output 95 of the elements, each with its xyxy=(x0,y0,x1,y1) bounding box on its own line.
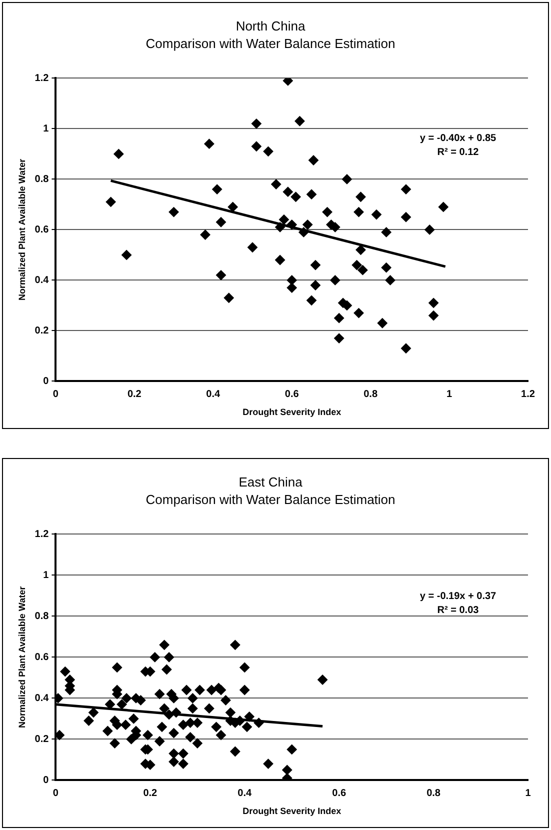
point xyxy=(428,298,439,308)
point xyxy=(168,207,179,218)
point xyxy=(294,116,305,126)
point xyxy=(286,275,297,286)
point xyxy=(371,210,382,220)
point xyxy=(302,220,313,230)
point xyxy=(308,155,318,166)
point xyxy=(381,262,392,273)
y-tick-label: 1 xyxy=(43,570,50,581)
x-tick-label: 0.8 xyxy=(364,388,378,400)
point xyxy=(354,207,364,218)
x-axis-title: Drought Severity Index xyxy=(242,806,342,816)
point xyxy=(306,295,317,306)
point xyxy=(263,146,274,156)
y-tick-label: 0.4 xyxy=(34,692,50,704)
x-tick-label: 0.8 xyxy=(426,788,441,799)
point xyxy=(310,280,320,290)
point xyxy=(204,138,214,149)
y-tick-label: 1.2 xyxy=(34,72,50,84)
y-tick-label: 0.8 xyxy=(34,174,50,185)
point xyxy=(228,202,238,212)
annotation: y = -0.40x + 0.85 xyxy=(420,132,497,144)
point xyxy=(247,242,258,252)
point xyxy=(271,179,282,190)
x-axis-title: Drought Severity Index xyxy=(242,407,342,418)
y-tick-label: 0.8 xyxy=(34,610,50,622)
point xyxy=(358,265,368,276)
point xyxy=(400,212,411,222)
point xyxy=(334,333,344,344)
point xyxy=(381,227,392,238)
point xyxy=(122,250,132,260)
x-tick-label: 1 xyxy=(446,388,452,400)
point xyxy=(342,174,352,184)
point xyxy=(356,192,366,202)
point xyxy=(330,275,340,286)
x-tick-label: 0 xyxy=(52,788,59,799)
point xyxy=(400,343,411,354)
point xyxy=(334,313,344,324)
point xyxy=(428,310,439,321)
y-axis-title: Normalized Plant Available Water xyxy=(16,586,27,728)
chart-subtitle: Comparison with Water Balance Estimation xyxy=(146,36,396,51)
x-tick-label: 0.2 xyxy=(127,388,142,400)
x-tick-label: 1 xyxy=(525,788,532,799)
y-tick-label: 1.2 xyxy=(34,528,50,540)
y-tick-label: 0.2 xyxy=(34,734,50,745)
point xyxy=(212,184,222,194)
point xyxy=(352,260,362,270)
point xyxy=(216,270,226,280)
y-axis-title: Normalized Plant Available Water xyxy=(16,158,27,300)
annotation: R² = 0.03 xyxy=(437,604,480,616)
x-tick-label: 0.4 xyxy=(206,388,221,400)
y-tick-label: 0 xyxy=(43,376,50,387)
annotation: y = -0.19x + 0.37 xyxy=(420,590,497,602)
point xyxy=(216,217,226,228)
point xyxy=(438,202,448,212)
y-tick-label: 0.6 xyxy=(34,652,50,663)
point xyxy=(275,255,286,265)
chart-title: North China xyxy=(236,18,306,34)
x-tick-label: 0.4 xyxy=(238,788,252,799)
point xyxy=(286,220,297,230)
y-tick-label: 1 xyxy=(43,123,50,134)
point xyxy=(290,192,301,202)
y-tick-label: 0 xyxy=(43,774,50,786)
annotation: R² = 0.12 xyxy=(437,146,480,158)
point xyxy=(400,184,411,194)
point xyxy=(224,292,234,303)
point xyxy=(275,222,286,232)
chart-subtitle: Comparison with Water Balance Estimation xyxy=(146,492,396,507)
point xyxy=(278,214,289,225)
point xyxy=(310,260,320,270)
point xyxy=(322,207,332,218)
x-tick-label: 0.6 xyxy=(284,388,300,400)
point xyxy=(385,275,396,286)
point xyxy=(377,318,388,328)
x-tick-label: 0 xyxy=(52,388,59,400)
x-tick-label: 0.2 xyxy=(143,788,158,799)
point xyxy=(282,186,293,197)
point xyxy=(251,141,262,152)
chart-title: East China xyxy=(238,474,304,490)
y-tick-label: 0.4 xyxy=(34,274,50,286)
x-tick-label: 1.2 xyxy=(521,388,536,400)
point xyxy=(298,227,309,238)
point xyxy=(354,308,364,318)
y-tick-label: 0.2 xyxy=(34,325,50,336)
point xyxy=(286,282,297,293)
point xyxy=(306,189,317,200)
point xyxy=(200,230,210,240)
point xyxy=(356,244,366,255)
y-tick-label: 0.6 xyxy=(34,224,50,236)
point xyxy=(424,224,435,235)
x-tick-label: 0.6 xyxy=(332,788,346,799)
point xyxy=(114,148,124,159)
point xyxy=(282,78,293,86)
point xyxy=(106,196,116,207)
point xyxy=(251,118,262,129)
